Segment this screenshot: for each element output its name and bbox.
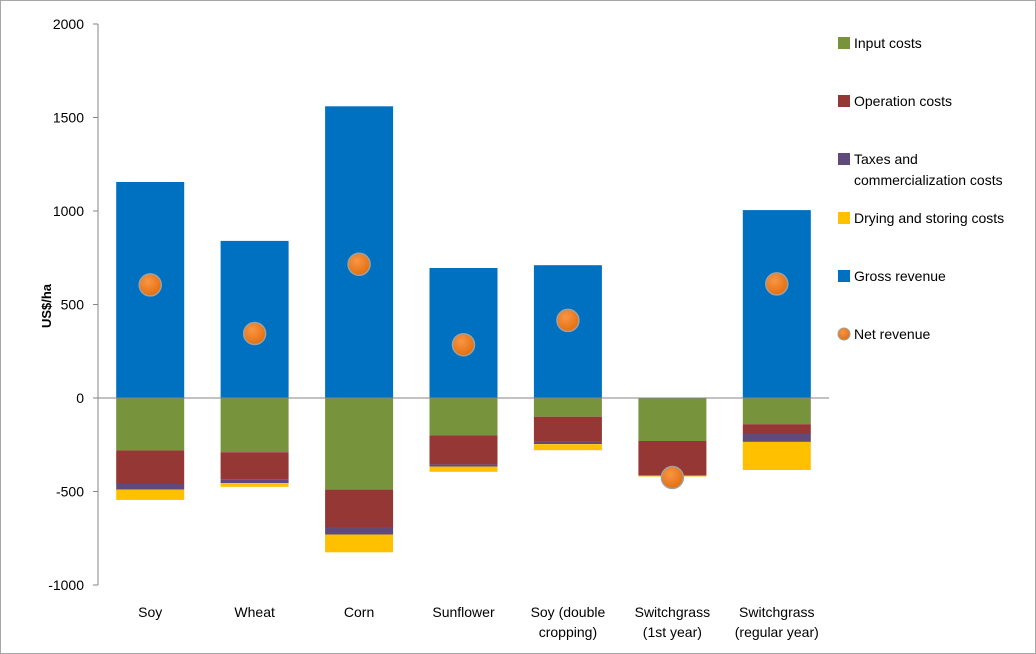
bar-drying-and-storing-costs-1 <box>220 483 289 487</box>
bar-taxes-and-commercialization-costs-1 <box>220 479 289 483</box>
legend-swatch-operation-costs <box>838 95 850 107</box>
y-tick-label-0: 2000 <box>53 16 84 32</box>
bar-input-costs-6 <box>742 398 811 425</box>
x-tick-label-6-line-0: Switchgrass <box>739 604 814 620</box>
legend-swatch-net-revenue <box>837 327 851 341</box>
net-revenue-marker-0 <box>138 273 162 297</box>
x-tick-label-2: Corn <box>344 604 374 620</box>
legend-label-taxes-and-commercialization-costs-line-1: commercialization costs <box>854 172 1003 188</box>
bar-drying-and-storing-costs-2 <box>325 534 394 553</box>
legend-label-gross-revenue: Gross revenue <box>854 268 946 284</box>
bar-taxes-and-commercialization-costs-3 <box>429 464 498 467</box>
bars-layer <box>116 106 811 553</box>
legend-label-taxes-and-commercialization-costs-line-0: Taxes and <box>854 151 918 167</box>
bar-operation-costs-1 <box>220 452 289 480</box>
x-tick-label-3: Sunflower <box>432 604 495 620</box>
x-tick-label-0: Soy <box>138 604 162 620</box>
bar-drying-and-storing-costs-3 <box>429 466 498 472</box>
bar-taxes-and-commercialization-costs-2 <box>325 527 394 535</box>
bar-drying-and-storing-costs-0 <box>116 489 185 500</box>
bar-input-costs-0 <box>116 398 185 451</box>
y-tick-label-1: 1500 <box>53 110 84 126</box>
y-axis-label: US$/ha <box>39 283 54 328</box>
bar-operation-costs-2 <box>325 489 394 527</box>
net-revenue-marker-4 <box>556 308 580 333</box>
bar-operation-costs-4 <box>533 416 602 442</box>
bar-input-costs-3 <box>429 398 498 436</box>
bar-drying-and-storing-costs-4 <box>533 444 602 451</box>
bar-gross-revenue-6 <box>742 210 811 398</box>
legend-label-net-revenue: Net revenue <box>854 326 930 342</box>
net-revenue-marker-5 <box>660 465 685 490</box>
y-tick-label-4: 0 <box>76 390 84 406</box>
legend-swatch-drying-and-storing-costs <box>838 212 850 224</box>
bar-gross-revenue-1 <box>220 240 289 398</box>
bar-operation-costs-0 <box>116 450 185 485</box>
legend-label-operation-costs: Operation costs <box>854 93 952 109</box>
legend-label-drying-and-storing-costs: Drying and storing costs <box>854 210 1004 226</box>
bar-taxes-and-commercialization-costs-6 <box>742 433 811 442</box>
x-tick-label-4-line-0: Soy (double <box>531 604 606 620</box>
legend: Input costs Operation costs Taxes and comme… <box>837 35 1004 342</box>
bar-operation-costs-6 <box>742 424 811 434</box>
legend-swatch-taxes-and-commercialization-costs <box>838 153 850 165</box>
x-tick-label-6-line-1: (regular year) <box>735 624 819 640</box>
legend-swatch-gross-revenue <box>838 270 850 282</box>
net-revenue-marker-6 <box>765 272 789 296</box>
x-tick-label-5-line-1: (1st year) <box>643 624 702 640</box>
x-tick-label-5-line-0: Switchgrass <box>635 604 710 620</box>
bar-drying-and-storing-costs-6 <box>742 441 811 470</box>
bar-input-costs-4 <box>533 398 602 417</box>
net-revenue-marker-3 <box>451 332 476 357</box>
legend-label-input-costs: Input costs <box>854 35 922 51</box>
bar-input-costs-2 <box>325 398 394 490</box>
bar-operation-costs-3 <box>429 435 498 465</box>
bar-taxes-and-commercialization-costs-4 <box>533 441 602 445</box>
bar-taxes-and-commercialization-costs-0 <box>116 484 185 490</box>
y-tick-label-5: -500 <box>56 484 84 500</box>
x-tick-label-4-line-1: cropping) <box>539 624 597 640</box>
markers-layer <box>138 252 789 490</box>
y-tick-label-2: 1000 <box>53 203 84 219</box>
legend-swatch-input-costs <box>838 37 850 49</box>
net-revenue-marker-2 <box>347 252 371 277</box>
ticks-layer: 2000 1500 1000 500 0 -500 -1000 Soy Wheat Corn Sun… <box>48 16 819 640</box>
net-revenue-marker-1 <box>242 321 267 346</box>
x-tick-label-1: Wheat <box>234 604 275 620</box>
bar-gross-revenue-2 <box>325 106 394 399</box>
y-tick-label-3: 500 <box>61 297 85 313</box>
bar-input-costs-5 <box>638 398 707 441</box>
y-tick-label-6: -1000 <box>48 577 84 593</box>
bar-input-costs-1 <box>220 398 289 453</box>
